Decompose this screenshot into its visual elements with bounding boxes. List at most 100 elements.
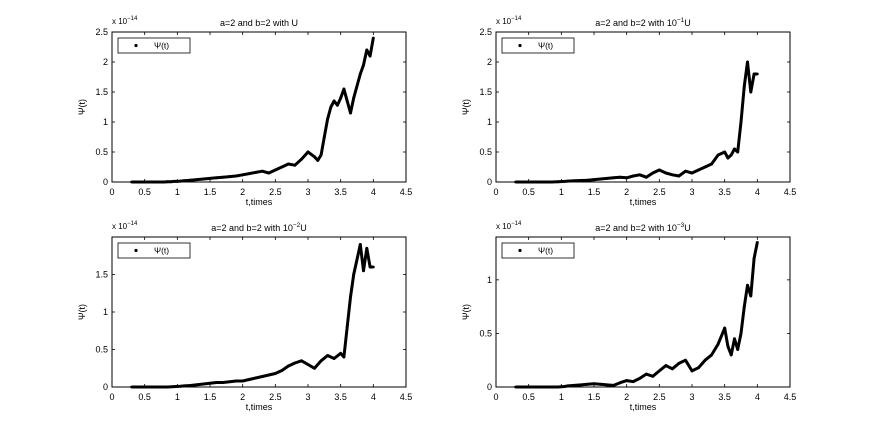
title-suffix: U — [300, 223, 307, 233]
data-point — [592, 382, 596, 386]
data-point — [729, 353, 733, 357]
data-point — [153, 385, 156, 389]
data-point — [254, 171, 258, 174]
y-tick-label: 0 — [103, 177, 108, 187]
data-point — [215, 176, 218, 180]
data-point — [319, 153, 323, 157]
data-point — [267, 171, 271, 175]
title-prefix: a=2 and b=2 with — [211, 223, 283, 233]
legend: Ψ(t) — [501, 37, 575, 54]
x-tick-label: 4 — [371, 392, 376, 402]
data-point — [140, 385, 143, 389]
data-point — [371, 36, 375, 40]
data-point — [339, 96, 343, 100]
data-point — [313, 366, 316, 370]
legend-label: Ψ(t) — [538, 41, 553, 51]
x-tick-label: 2.5 — [269, 187, 282, 197]
data-point — [690, 171, 694, 175]
data-point — [130, 180, 134, 184]
data-point — [684, 358, 687, 362]
x-axis-label: t,times — [246, 197, 273, 207]
data-point — [215, 381, 218, 384]
data-point — [671, 367, 674, 371]
data-point — [530, 385, 534, 389]
legend-label: Ψ(t) — [154, 246, 169, 256]
x-tick-label: 0.5 — [138, 187, 151, 197]
y-tick-label: 1.5 — [95, 87, 108, 97]
data-point — [221, 175, 225, 179]
data-point — [726, 156, 730, 160]
x-tick-label: 0.5 — [522, 392, 535, 402]
data-point — [273, 168, 277, 172]
data-point — [339, 351, 343, 355]
data-point — [524, 385, 527, 389]
data-point — [742, 84, 746, 88]
data-point — [349, 111, 352, 115]
data-point — [365, 246, 369, 250]
data-point — [749, 294, 753, 298]
data-point — [677, 174, 681, 178]
data-point — [355, 258, 359, 261]
legend-marker — [134, 43, 138, 48]
x-tick-label: 3 — [689, 392, 694, 402]
data-point — [221, 381, 225, 384]
legend: Ψ(t) — [501, 242, 575, 259]
data-point — [306, 150, 310, 154]
data-point — [625, 379, 629, 382]
data-point — [612, 176, 615, 180]
data-point — [726, 344, 730, 348]
data-point — [638, 377, 642, 380]
data-point — [322, 135, 326, 139]
data-point — [605, 177, 609, 180]
data-point — [671, 173, 674, 177]
axes-box — [495, 236, 791, 388]
multiplier-exponent: −14 — [511, 16, 522, 22]
data-point — [733, 147, 736, 151]
data-point — [146, 180, 150, 184]
data-point — [195, 178, 199, 182]
title-base: 10 — [667, 223, 677, 233]
data-point — [247, 172, 251, 176]
y-tick-label: 1 — [487, 117, 492, 127]
data-point — [146, 385, 150, 389]
data-point — [579, 383, 583, 387]
data-point — [260, 375, 264, 378]
data-point — [599, 382, 602, 386]
data-point — [755, 240, 759, 244]
data-point — [332, 99, 336, 103]
x-tick-label: 2.5 — [269, 392, 282, 402]
x-tick-label: 2.5 — [653, 392, 666, 402]
data-point — [130, 385, 134, 389]
multiplier-base: x 10 — [112, 222, 128, 231]
x-tick-label: 0.5 — [138, 392, 151, 402]
data-point — [162, 180, 166, 184]
data-point — [524, 180, 527, 184]
data-point — [355, 84, 359, 88]
y-tick-label: 2.5 — [95, 27, 108, 37]
chart-panel: 0 0.5 1 1.5 2 2.5 3 3.5 4 4.5 0 0.5 1 1.5 a=2 and b=2 … — [77, 221, 412, 412]
title-prefix: a=2 and b=2 with — [595, 223, 667, 233]
data-point — [644, 175, 648, 179]
data-point — [169, 180, 173, 184]
data-point — [202, 382, 205, 386]
x-tick-label: 3 — [689, 187, 694, 197]
data-point — [736, 150, 740, 154]
data-point — [657, 369, 661, 373]
data-point — [651, 171, 655, 175]
data-point — [739, 332, 743, 335]
data-point — [716, 153, 720, 157]
data-point — [316, 159, 320, 162]
data-point — [755, 72, 759, 76]
multiplier-base: x 10 — [496, 17, 512, 26]
multiplier-exponent: −14 — [127, 16, 138, 22]
title-base: 10 — [667, 18, 677, 28]
data-point — [172, 180, 176, 183]
legend-label: Ψ(t) — [154, 41, 169, 51]
data-point — [530, 180, 534, 184]
y-tick-label: 0.5 — [95, 345, 108, 355]
y-tick-label: 0.5 — [479, 328, 492, 338]
title-base: 10 — [283, 223, 293, 233]
legend-box — [117, 37, 191, 54]
data-point — [166, 180, 169, 184]
data-point — [202, 177, 205, 181]
